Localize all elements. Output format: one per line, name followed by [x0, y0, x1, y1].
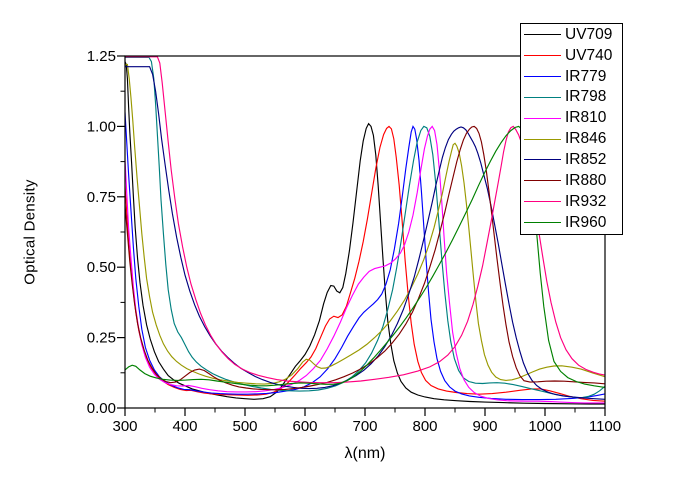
legend-label: IR852 [565, 151, 607, 169]
legend-line-sample [524, 201, 561, 203]
curve-IR846 [125, 63, 605, 385]
curve-UV709 [125, 61, 605, 405]
x-tick-label: 800 [412, 418, 437, 435]
legend-line-sample [524, 180, 561, 182]
y-tick-label: 0.25 [87, 330, 116, 347]
y-tick-label: 1.00 [87, 118, 116, 135]
legend-label: IR880 [565, 172, 607, 190]
curve-IR798 [125, 56, 605, 399]
y-tick-label: 1.25 [87, 48, 116, 65]
legend-line-sample [524, 34, 561, 35]
legend-entry-IR852: IR852 [521, 149, 622, 170]
x-tick-label: 400 [172, 418, 197, 435]
legend-label: IR846 [565, 130, 607, 148]
legend-line-sample [524, 54, 561, 56]
x-tick-label: 1000 [528, 418, 561, 435]
y-tick-label: 0.75 [87, 189, 116, 206]
x-tick-label: 1100 [589, 418, 621, 435]
x-tick-label: 300 [112, 418, 137, 435]
legend-box: UV709 UV740 IR779 IR798 IR810 IR846 IR852 IR880… [520, 23, 623, 235]
legend-entry-IR798: IR798 [521, 87, 622, 108]
legend-line-sample [524, 159, 561, 161]
legend-entry-UV709: UV709 [521, 24, 622, 45]
legend-entry-IR880: IR880 [521, 170, 622, 191]
legend-label: IR779 [565, 67, 607, 85]
legend-entry-IR960: IR960 [521, 212, 622, 233]
legend-entry-IR932: IR932 [521, 191, 622, 212]
legend-entry-IR779: IR779 [521, 66, 622, 87]
curve-IR852 [125, 66, 605, 400]
legend-label: IR960 [565, 213, 607, 231]
y-axis-title: Optical Density [21, 179, 39, 285]
x-tick-label: 500 [232, 418, 257, 435]
x-tick-label: 600 [292, 418, 317, 435]
legend-line-sample [524, 117, 561, 119]
legend-entry-IR810: IR810 [521, 108, 622, 129]
curve-UV740 [125, 125, 605, 402]
legend-label: IR810 [565, 109, 607, 127]
legend-label: IR932 [565, 192, 607, 210]
legend-line-sample [524, 96, 561, 98]
legend-entry-UV740: UV740 [521, 45, 622, 66]
legend-label: IR798 [565, 88, 607, 106]
x-tick-label: 700 [352, 418, 377, 435]
legend-label: UV740 [565, 46, 613, 64]
curve-IR810 [125, 125, 605, 404]
legend-line-sample [524, 138, 561, 140]
x-axis-title: λ(nm) [344, 445, 386, 462]
legend-line-sample [524, 222, 561, 224]
y-tick-label: 0.00 [87, 400, 116, 417]
x-tick-label: 900 [472, 418, 497, 435]
legend-line-sample [524, 75, 561, 77]
y-tick-label: 0.50 [87, 259, 116, 276]
legend-entry-IR846: IR846 [521, 129, 622, 150]
legend-label: UV709 [565, 25, 613, 43]
